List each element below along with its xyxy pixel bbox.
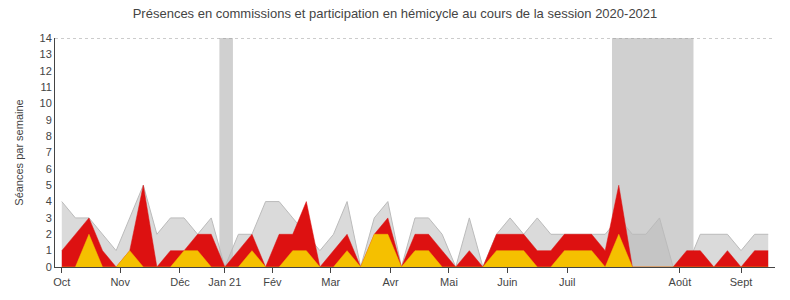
svg-text:Juil: Juil xyxy=(559,276,576,288)
svg-text:4: 4 xyxy=(46,195,52,207)
svg-text:Jan 21: Jan 21 xyxy=(208,276,241,288)
svg-text:11: 11 xyxy=(40,81,51,93)
svg-text:Sept: Sept xyxy=(730,276,753,288)
svg-text:Fév: Fév xyxy=(263,276,282,288)
svg-text:0: 0 xyxy=(46,261,52,273)
svg-text:Mar: Mar xyxy=(321,276,340,288)
svg-text:Séances par semaine: Séances par semaine xyxy=(13,99,25,205)
svg-text:2: 2 xyxy=(46,228,52,240)
svg-text:10: 10 xyxy=(40,97,52,109)
svg-text:8: 8 xyxy=(46,130,52,142)
svg-text:Présences en commissions et pa: Présences en commissions et participatio… xyxy=(133,6,658,21)
svg-text:Avr: Avr xyxy=(382,276,399,288)
svg-text:14: 14 xyxy=(40,32,52,44)
svg-text:Déc: Déc xyxy=(170,276,190,288)
svg-text:Mai: Mai xyxy=(440,276,458,288)
svg-text:1: 1 xyxy=(46,244,52,256)
svg-text:7: 7 xyxy=(46,146,52,158)
svg-text:Juin: Juin xyxy=(497,276,517,288)
svg-text:Oct: Oct xyxy=(53,276,70,288)
svg-text:6: 6 xyxy=(46,163,52,175)
svg-text:12: 12 xyxy=(40,65,52,77)
svg-text:13: 13 xyxy=(40,48,52,60)
svg-text:9: 9 xyxy=(46,114,52,126)
svg-text:5: 5 xyxy=(46,179,52,191)
svg-text:Août: Août xyxy=(669,276,692,288)
svg-text:3: 3 xyxy=(46,212,52,224)
svg-text:Nov: Nov xyxy=(110,276,130,288)
